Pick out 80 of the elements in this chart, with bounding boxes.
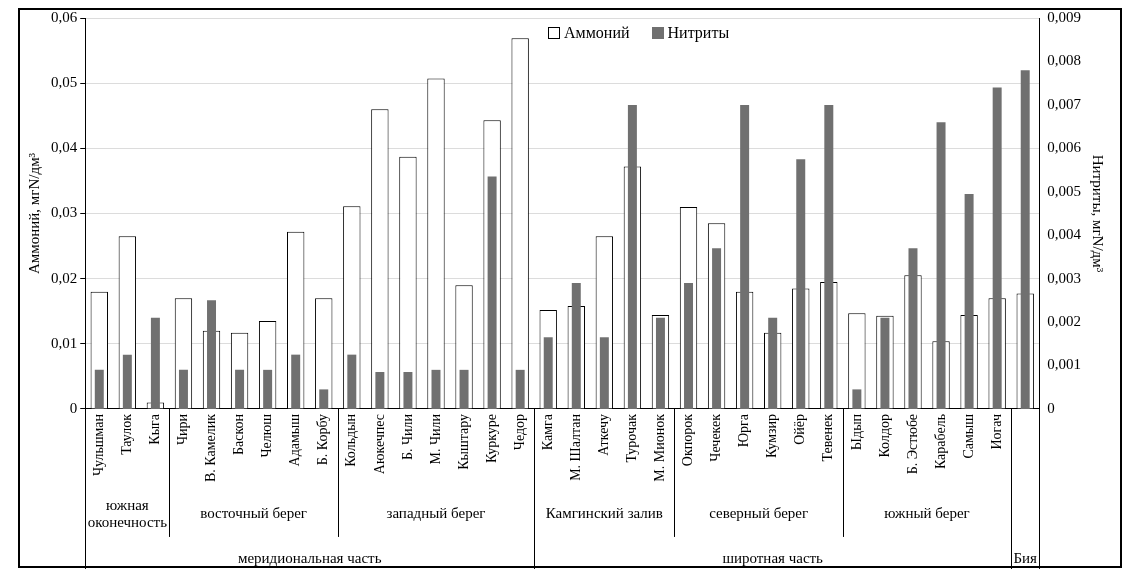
y2-tick-label: 0,006 — [1047, 139, 1082, 156]
text: широтная часть — [722, 549, 824, 566]
bar — [375, 372, 385, 409]
y-tick-label: 0,03 — [51, 204, 78, 221]
x-tick-label: Кольдын — [343, 413, 359, 467]
x-tick-label: Баскон — [231, 413, 247, 455]
y2-tick-label: 0,009 — [1047, 8, 1081, 25]
text: восточный берег — [200, 504, 308, 521]
x-tick-label: Кумзир — [764, 413, 780, 458]
bar — [235, 369, 245, 409]
x-tick-label: Кыга — [147, 413, 163, 445]
x-tick-label: М. Шалтан — [567, 413, 583, 481]
bar — [515, 369, 525, 409]
x-tick-label: Б. Корбу — [315, 413, 331, 466]
bar — [291, 354, 301, 409]
x-tick-label: Карабель — [932, 413, 948, 470]
y2-tick-label: 0,005 — [1047, 182, 1081, 199]
bar — [852, 389, 862, 409]
x-tick-label: Турочак — [624, 413, 640, 463]
x-tick-label: Адамыш — [287, 413, 303, 467]
x-tick-label: М. Мионок — [652, 413, 668, 482]
x-tick-label: В. Камелик — [203, 413, 219, 482]
y-axis-title: Аммоний, мгN/дм³ — [25, 152, 42, 275]
x-tick-label: Иогач — [988, 413, 1004, 450]
x-tick-label: Ыдып — [848, 413, 864, 451]
bar — [94, 369, 104, 409]
x-tick-label: Самыш — [960, 413, 976, 459]
x-tick-label: Камга — [539, 413, 555, 451]
y-tick-label: 0 — [69, 399, 78, 416]
y-tick-label: 0,04 — [51, 139, 78, 156]
y2-tick-label: 0,007 — [1047, 95, 1082, 112]
x-tick-label: Аюкечпес — [371, 413, 387, 475]
x-tick-label: Чечекек — [708, 413, 724, 462]
x-tick-label: Б. Эстюбе — [904, 413, 920, 475]
x-tick-label: М. Чили — [427, 413, 443, 465]
y2-tick-label: 0,002 — [1047, 313, 1081, 329]
bar — [599, 337, 609, 409]
x-tick-label: Колдор — [876, 413, 892, 458]
text: Бия — [1013, 549, 1038, 566]
x-tick-label: Чедор — [511, 413, 527, 451]
x-tick-label: Аткечу — [596, 413, 612, 456]
x-tick-label: Кыштару — [455, 413, 471, 470]
y2-tick-label: 0,008 — [1047, 52, 1081, 69]
x-tick-label: Юрга — [736, 413, 752, 448]
bar — [347, 354, 357, 409]
x-tick-label: Челюш — [259, 413, 275, 458]
bar — [431, 369, 441, 409]
x-tick-label: Чульшман — [90, 413, 106, 477]
x-tick-label: Чири — [175, 413, 191, 446]
y2-tick-label: 0,001 — [1047, 356, 1081, 373]
text: меридиональная часть — [237, 549, 382, 566]
text: южная оконечность — [87, 496, 168, 530]
text: Камгинский залив — [545, 504, 663, 521]
x-tick-label: Окпорок — [680, 413, 696, 467]
y-tick-label: 0,05 — [51, 74, 78, 91]
bar — [403, 372, 413, 409]
y2-tick-label: 0,003 — [1047, 269, 1081, 286]
text: северный берег — [709, 504, 809, 521]
bar — [319, 389, 329, 409]
bar — [122, 354, 132, 409]
text: западный берег — [386, 504, 486, 521]
x-tick-label: Б. Чили — [399, 413, 415, 461]
bar — [459, 369, 469, 409]
bar — [684, 282, 693, 409]
y-tick-label: 0,01 — [51, 334, 78, 351]
bar — [263, 369, 273, 409]
bar — [178, 369, 188, 409]
text: Аммоний — [564, 24, 630, 42]
text: южный берег — [884, 504, 970, 521]
legend-label: Нитриты — [667, 24, 730, 42]
y2-tick-label: 0,004 — [1047, 226, 1082, 243]
y2-axis-title: Нитриты, мгN/дм³ — [1090, 154, 1107, 273]
x-tick-label: Тевенек — [820, 413, 836, 462]
x-tick-label: Куркуре — [483, 413, 499, 464]
x-tick-label: Таулок — [119, 413, 135, 455]
y-tick-label: 0,02 — [51, 269, 78, 286]
bar — [543, 337, 553, 409]
y2-tick-label: 0 — [1047, 399, 1055, 416]
x-tick-label: Ойёр — [792, 413, 808, 445]
y-tick-label: 0,06 — [51, 8, 78, 25]
